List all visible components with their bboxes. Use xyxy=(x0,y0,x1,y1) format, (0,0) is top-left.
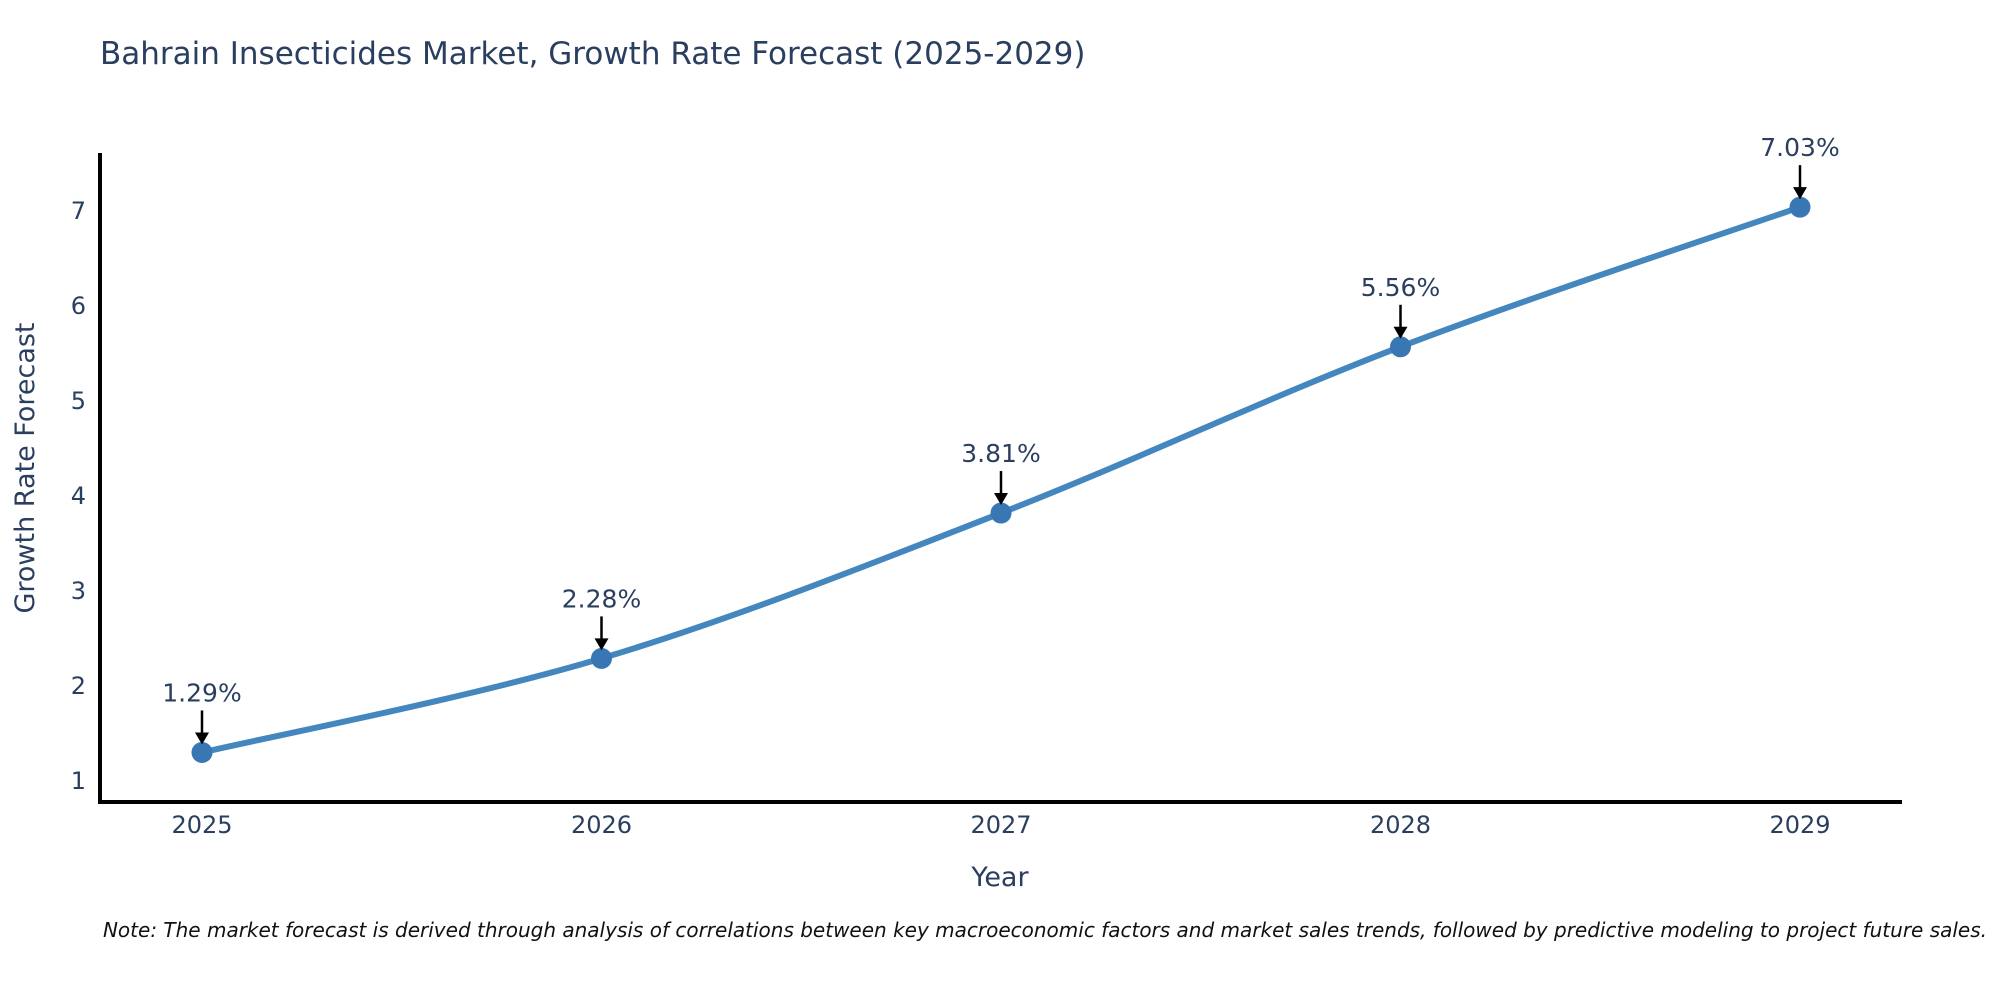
x-tick-label: 2027 xyxy=(970,811,1031,839)
x-axis-title: Year xyxy=(970,862,1029,893)
y-tick-label: 2 xyxy=(71,672,86,700)
annotation-arrowhead-icon xyxy=(195,732,209,745)
point-value-label: 1.29% xyxy=(162,678,241,707)
point-value-label: 3.81% xyxy=(961,439,1040,468)
y-tick-label: 6 xyxy=(71,292,86,320)
footnote: Note: The market forecast is derived thr… xyxy=(102,918,1988,942)
point-value-label: 7.03% xyxy=(1760,133,1839,162)
data-point-marker xyxy=(191,741,213,763)
annotation-arrowhead-icon xyxy=(994,493,1008,506)
y-tick-label: 4 xyxy=(71,482,86,510)
data-point-marker xyxy=(1390,336,1411,358)
annotation-arrowhead-icon xyxy=(1793,187,1807,200)
data-series xyxy=(191,196,1811,763)
x-tick-label: 2028 xyxy=(1370,811,1431,839)
annotation-arrowhead-icon xyxy=(1393,326,1408,339)
point-value-label: 2.28% xyxy=(562,584,641,613)
chart-title: Bahrain Insecticides Market, Growth Rate… xyxy=(100,36,1086,72)
axes xyxy=(98,153,1902,804)
x-tick-label: 2029 xyxy=(1769,811,1830,839)
y-tick-label: 1 xyxy=(71,767,86,795)
y-tick-label: 3 xyxy=(71,577,86,605)
x-tick-labels: 2025 2026 2027 2028 2029 xyxy=(171,811,1830,839)
x-tick-label: 2025 xyxy=(171,811,232,839)
data-point-marker xyxy=(591,647,612,669)
y-tick-labels: 1 2 3 4 5 6 7 xyxy=(71,197,86,795)
y-tick-label: 5 xyxy=(71,387,86,415)
data-point-marker xyxy=(990,502,1012,524)
y-axis-title: Growth Rate Forecast xyxy=(10,322,41,613)
annotation-arrowhead-icon xyxy=(594,638,609,651)
y-tick-label: 7 xyxy=(71,197,86,225)
point-annotations: 1.29% 2.28% 3.81% 5.56% 7.03% xyxy=(162,133,1840,745)
data-point-marker xyxy=(1789,196,1811,218)
point-value-label: 5.56% xyxy=(1361,273,1440,302)
x-tick-label: 2026 xyxy=(571,811,632,839)
